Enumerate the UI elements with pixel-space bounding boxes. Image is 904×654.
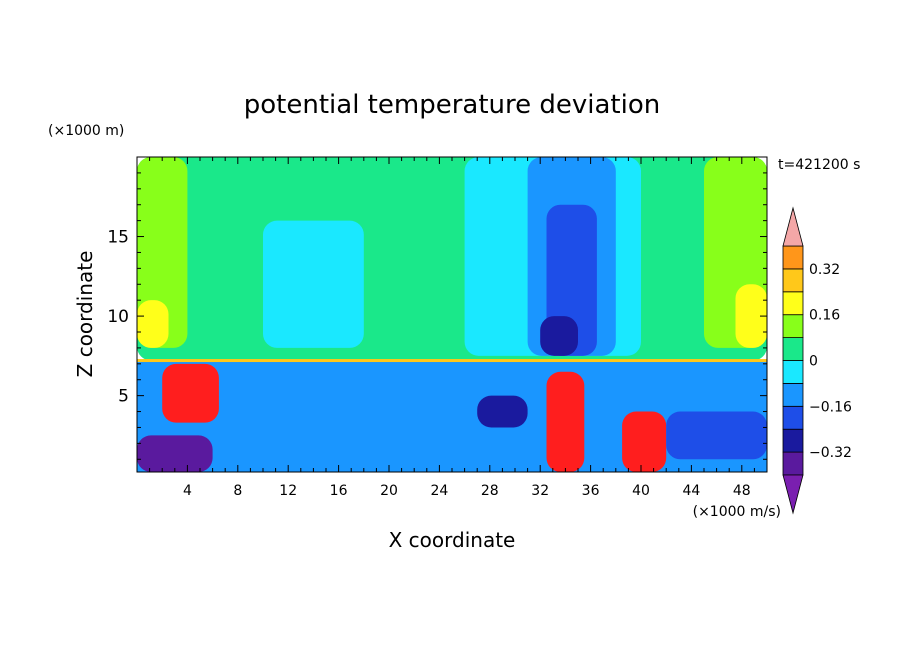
- x-tick-label-16: 16: [330, 483, 348, 499]
- colorbar-bin-5: [782, 337, 804, 361]
- contour-region-3: [263, 220, 364, 348]
- contour-region-13: [137, 435, 213, 472]
- x-tick-label-12: 12: [279, 483, 297, 499]
- colorbar-under-triangle: [782, 474, 804, 515]
- colorbar-bin-8: [782, 268, 804, 293]
- x-tick-label-32: 32: [531, 483, 549, 499]
- contour-region-2: [137, 300, 169, 348]
- colorbar-bin-1: [782, 428, 804, 453]
- colorbar-tick-label-2: 0: [809, 354, 818, 370]
- colorbar: 0.32 0.16 0 −0.16 −0.32: [782, 206, 852, 515]
- x-tick-label-44: 44: [682, 483, 700, 499]
- contour-region-7: [540, 316, 578, 356]
- colorbar-tick-label-1: 0.16: [809, 308, 840, 324]
- y-ticks: 5 10 15: [107, 172, 767, 460]
- contour-region-14: [477, 395, 528, 428]
- y-tick-label-15: 15: [107, 228, 129, 248]
- time-label: t=421200 s: [778, 157, 860, 173]
- x-ticks: 4 8 12 16 20 24 28 32 36 40 44 48: [149, 157, 755, 499]
- contour-region-12: [622, 411, 667, 472]
- contour-region-15: [666, 411, 767, 460]
- x-tick-label-40: 40: [632, 483, 650, 499]
- y-tick-label-5: 5: [118, 387, 129, 407]
- colorbar-bin-7: [782, 291, 804, 316]
- x-tick-label-48: 48: [733, 483, 751, 499]
- x-units-label: (×1000 m/s): [693, 504, 781, 520]
- colorbar-tick-label-3: −0.16: [809, 399, 852, 415]
- contour-region-1: [137, 157, 188, 348]
- contour-region-11: [546, 371, 585, 472]
- y-axis-label: Z coordinate: [73, 251, 97, 378]
- x-tick-label-20: 20: [380, 483, 398, 499]
- x-tick-label-24: 24: [430, 483, 448, 499]
- contour-region-0: [137, 157, 767, 361]
- x-tick-label-28: 28: [481, 483, 499, 499]
- y-units-label: (×1000 m): [48, 123, 124, 139]
- x-tick-label-8: 8: [233, 483, 242, 499]
- contour-region-10: [162, 363, 219, 423]
- chart-title: potential temperature deviation: [244, 90, 660, 120]
- colorbar-over-triangle: [782, 206, 804, 247]
- contour-region-9: [735, 284, 767, 348]
- colorbar-tick-label-4: −0.32: [809, 445, 852, 461]
- x-tick-label-36: 36: [582, 483, 600, 499]
- x-axis-label: X coordinate: [389, 528, 516, 552]
- colorbar-bin-6: [782, 314, 804, 339]
- colorbar-bin-9: [782, 245, 804, 270]
- colorbar-bin-2: [782, 405, 804, 430]
- colorbar-bin-3: [782, 382, 804, 407]
- x-tick-label-4: 4: [183, 483, 192, 499]
- y-tick-label-10: 10: [107, 307, 129, 327]
- colorbar-bin-0: [782, 451, 804, 476]
- colorbar-bin-4: [782, 360, 804, 384]
- interface-band: [137, 359, 767, 363]
- colorbar-tick-label-0: 0.32: [809, 262, 840, 278]
- contour-field: [137, 157, 767, 472]
